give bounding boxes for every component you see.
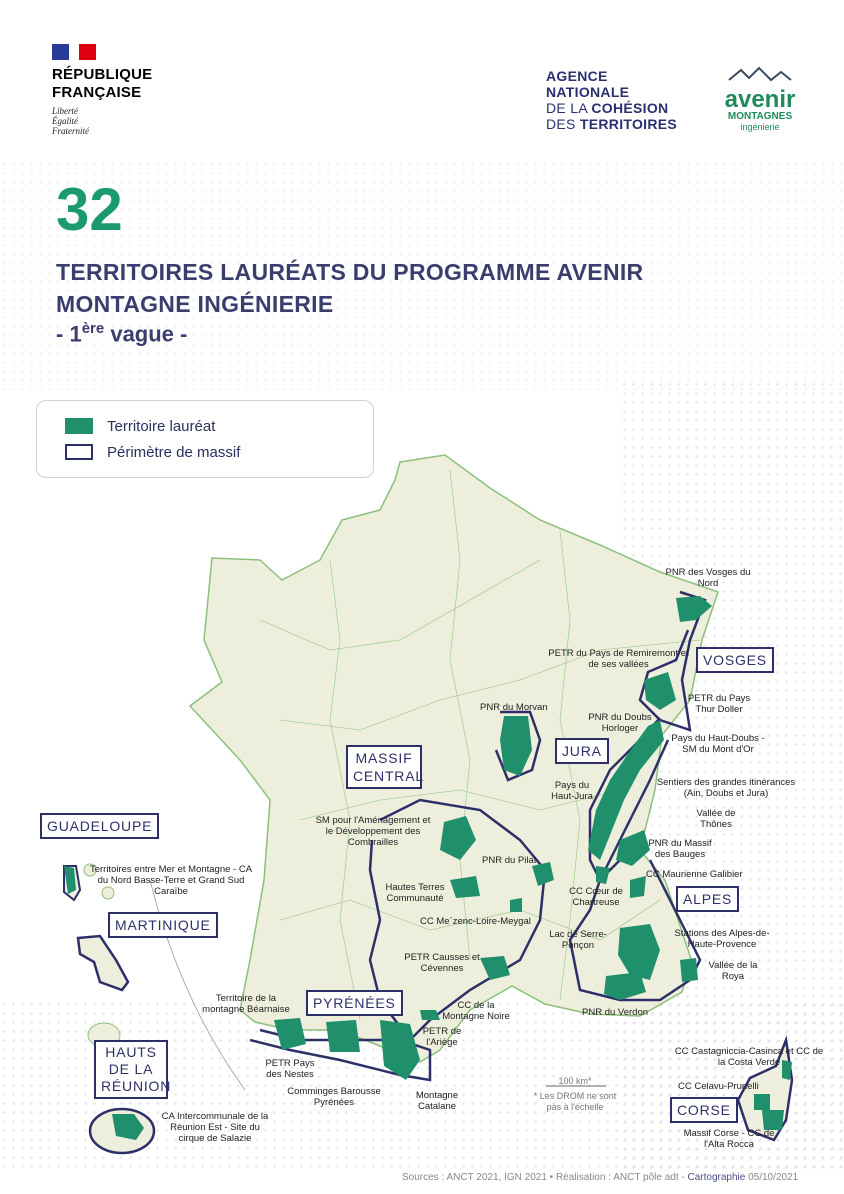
label-territory: CC de la Montagne Noire (442, 1000, 510, 1022)
territory-alpes-haute-provence (618, 924, 660, 980)
label-territory: PNR du Doubs Horloger (588, 712, 652, 734)
drom-separator-line (149, 879, 246, 1091)
territory-pilat (532, 862, 554, 886)
martinique (76, 934, 130, 992)
label-territory: Montagne Catalane (415, 1090, 459, 1112)
territory-causses (480, 956, 510, 980)
territory-bauges (616, 830, 650, 866)
massif-outline-central (368, 798, 547, 1042)
page-title: TERRITOIRES LAURÉATS DU PROGRAMME AVENIR… (56, 259, 644, 347)
avenir-montagnes-logo: avenir MONTAGNES ingénierie (722, 66, 798, 132)
marianne-flag-icon (52, 44, 96, 60)
territory-mezenc (510, 898, 522, 912)
territory-morvan (500, 716, 532, 776)
massif-label-martinique: MARTINIQUE (108, 912, 218, 938)
label-territory: Massif Corse - CC de l'Alta Rocca (683, 1128, 775, 1150)
anct-logo: AGENCE NATIONALE DE LA COHÉSION DES TERR… (546, 68, 678, 132)
label-territory: Stations des Alpes-de-Haute-Provence (674, 928, 770, 950)
massif-label-vosges: VOSGES (696, 647, 774, 673)
label-territory: Pays du Haut-Doubs - SM du Mont d'Or (671, 733, 765, 755)
label-territory: CC Celavu-Prunelli (678, 1081, 759, 1092)
label-territory: PETR du Pays de Remiremont et de ses val… (548, 648, 689, 670)
label-territory: PNR du Morvan (480, 702, 548, 713)
label-territory: PNR des Vosges du Nord (665, 567, 751, 589)
label-territory: PETR Causses et Cévennes (404, 952, 480, 974)
label-territory: Comminges Barousse Pyrénées (287, 1086, 381, 1108)
label-territory: PETR du Pays Thur Doller (687, 693, 751, 715)
legend-item-massif: Périmètre de massif (65, 439, 373, 465)
legend-item-laureat: Territoire lauréat (65, 413, 373, 439)
label-territory: Vallée de la Roya (708, 960, 758, 982)
label-territory: Hautes Terres Communauté (385, 882, 445, 904)
label-territory: PNR du Massif des Bauges (648, 838, 712, 860)
territory-celavu (754, 1094, 770, 1110)
dot-pattern-top (0, 160, 844, 390)
territory-alta-rocca (762, 1110, 784, 1130)
label-territory: Vallée de Thônes (696, 808, 736, 830)
massif-outline-alpes (568, 859, 702, 1002)
territory-chartreuse (596, 866, 610, 884)
mountains-icon (728, 66, 792, 82)
label-territory: PETR de l'Ariège (422, 1026, 462, 1048)
label-territory: Territoires entre Mer et Montagne - CA d… (89, 864, 253, 897)
massif-outline-vosges (638, 590, 707, 732)
label-territory: Lac de Serre-Ponçon (549, 929, 607, 951)
massif-label-pyrenees: PYRÉNÉES (306, 990, 403, 1016)
label-territory: PETR Pays des Nestes (265, 1058, 315, 1080)
territory-roya (680, 958, 698, 982)
label-territory: CC Cœur de Chartreuse (569, 886, 623, 908)
territory-guadeloupe (64, 866, 76, 894)
republique-francaise-logo: RÉPUBLIQUE FRANÇAISE Liberté Égalité Fra… (52, 44, 152, 136)
label-territory: CC Castagniccia-Casinca et CC de la Cost… (674, 1046, 824, 1068)
territory-verdon (604, 972, 646, 1000)
territory-nestes (326, 1020, 360, 1052)
label-territory: CC Maurienne Galibier (646, 869, 743, 880)
massif-outline-morvan (494, 710, 542, 782)
territory-hautes-terres (450, 876, 480, 898)
laureate-count: 32 (56, 176, 123, 243)
massif-label-guadeloupe: GUADELOUPE (40, 813, 160, 839)
legend: Territoire lauréat Périmètre de massif (36, 400, 374, 478)
label-territory: Pays du Haut-Jura (551, 780, 593, 802)
label-territory: CC Me´zenc-Loire-Meygal (420, 916, 531, 927)
territory-bearnaise (274, 1018, 306, 1050)
territory-jura-chain (588, 720, 664, 860)
label-territory: PNR du Verdon (582, 1007, 649, 1018)
scale: 100 km* * Les DROM ne sont pas à l'échel… (533, 1076, 617, 1112)
territory-remiremont (644, 672, 676, 710)
massif-label-jura: JURA (555, 738, 609, 764)
massif-label-reunion: HAUTS DE LA RÉUNION (94, 1040, 170, 1099)
territory-castagniccia (782, 1060, 792, 1080)
label-territory: Sentiers des grandes itinérances (Ain, D… (656, 777, 796, 799)
massif-label-alpes: ALPES (676, 886, 740, 912)
territory-montagne-noire (420, 1010, 440, 1020)
massif-label-corse: CORSE (670, 1097, 738, 1123)
territory-ariege (380, 1020, 420, 1080)
territory-reunion (112, 1114, 144, 1140)
label-territory: Territoire de la montagne Béarnaise (202, 993, 290, 1015)
massif-outline-jura (588, 717, 670, 883)
footer-sources: Sources : ANCT 2021, IGN 2021 • Réalisat… (402, 1172, 799, 1183)
massif-label-central: MASSIF CENTRAL (346, 745, 423, 789)
label-territory: PNR du Pilat (482, 855, 537, 866)
label-territory: SM pour l'Aménagement et le Développemen… (315, 815, 431, 848)
territory-vosges-du-nord (676, 596, 712, 622)
label-territory: CA Intercommunale de la Réunion Est - Si… (161, 1111, 269, 1144)
territory-combrailles (440, 816, 476, 860)
territory-maurienne (630, 876, 646, 898)
laureate-territories (64, 596, 792, 1140)
